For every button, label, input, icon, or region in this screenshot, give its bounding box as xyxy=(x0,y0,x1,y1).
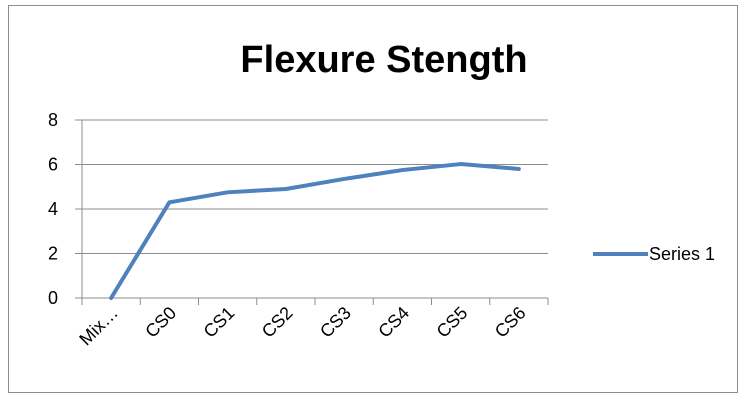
series-layer xyxy=(109,162,521,300)
x-tick-label: CS2 xyxy=(258,303,297,342)
x-tick-label: CS4 xyxy=(374,303,413,342)
x-tick-labels: Mix… CS0 CS1 CS2 CS3 CS4 CS5 CS6 xyxy=(75,303,529,350)
y-tick-label: 8 xyxy=(48,110,58,130)
y-tick-label: 2 xyxy=(48,244,58,264)
chart-frame xyxy=(8,5,738,393)
series-line-1 xyxy=(109,162,521,300)
x-tick-label: CS1 xyxy=(200,303,239,342)
gridlines xyxy=(82,119,548,254)
y-tick-label: 0 xyxy=(48,288,58,308)
chart-title: Flexure Stength xyxy=(240,39,527,81)
x-tick-label: CS5 xyxy=(433,303,472,342)
x-tick-label: CS0 xyxy=(141,303,180,342)
legend: Series 1 xyxy=(593,244,715,264)
x-tick-label: CS3 xyxy=(316,303,355,342)
x-tick-label: CS6 xyxy=(491,303,530,342)
y-tick-label: 4 xyxy=(48,199,58,219)
axes xyxy=(75,119,549,305)
y-tick-label: 6 xyxy=(48,155,58,175)
legend-label: Series 1 xyxy=(649,244,715,264)
y-tick-labels: 0 2 4 6 8 xyxy=(48,110,58,308)
x-tick-label: Mix… xyxy=(75,303,122,350)
